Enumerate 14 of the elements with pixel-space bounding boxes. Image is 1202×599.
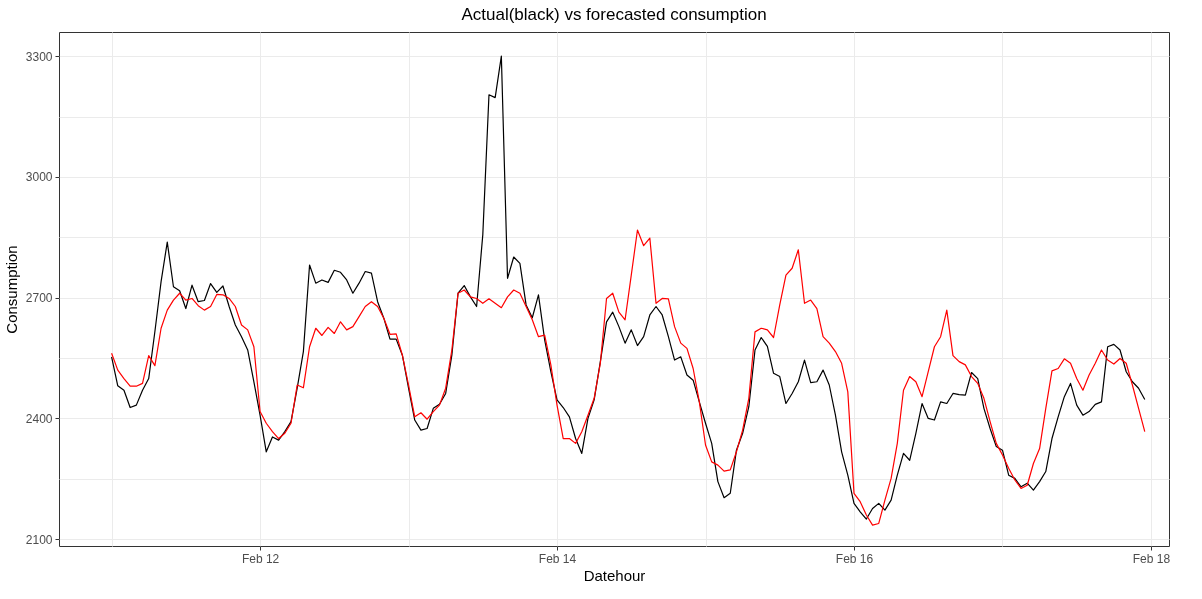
line-series (110, 55, 1146, 520)
line-series (110, 229, 1146, 526)
y-tick-label: 3000 (25, 170, 53, 185)
y-tick-label: 2400 (25, 411, 53, 426)
chart-title: Actual(black) vs forecasted consumption (461, 5, 767, 24)
x-tick-label: Feb 18 (1132, 551, 1171, 566)
y-tick-label: 2100 (25, 532, 53, 547)
y-tick-label: 3300 (25, 49, 53, 64)
x-tick-label: Feb 12 (241, 551, 280, 566)
y-tick-label: 2700 (25, 291, 53, 306)
x-axis-title: Datehour (583, 566, 646, 584)
y-axis-title: Consumption (2, 245, 20, 334)
x-tick-label: Feb 16 (835, 551, 874, 566)
x-tick-label: Feb 14 (538, 551, 577, 566)
